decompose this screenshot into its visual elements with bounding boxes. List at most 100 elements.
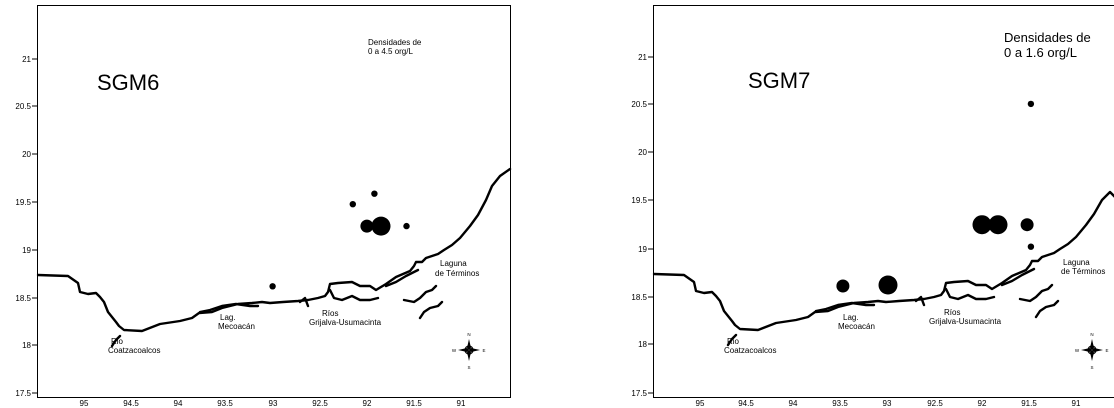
place-label-terminos: Laguna xyxy=(440,259,467,268)
y-tick-label: 19.5 xyxy=(15,198,31,207)
y-tick-label: 19 xyxy=(638,245,647,254)
place-label-grijalva: Grijalva-Usumacinta xyxy=(309,318,382,327)
compass-e: E xyxy=(482,348,485,353)
compass-w: W xyxy=(1075,348,1080,353)
place-label-terminos: de Términos xyxy=(435,269,479,278)
map-frame xyxy=(653,5,1114,398)
x-tick-label: 91.5 xyxy=(406,399,422,408)
y-tick-label: 21 xyxy=(638,53,647,62)
station-marker xyxy=(371,216,391,236)
station-marker xyxy=(878,275,898,295)
map-panel-sgm6: 21 20.5 20 19.5 19 18.5 18 17.5 95 94.5 … xyxy=(15,5,512,408)
map-panel-sgm7: 21 20.5 20 19.5 19 18.5 18 17.5 95 94.5 … xyxy=(631,5,1114,408)
y-tick-label: 18.5 xyxy=(15,294,31,303)
x-tick-label: 94 xyxy=(789,399,798,408)
x-tick-label: 92 xyxy=(978,399,987,408)
compass-south-point xyxy=(467,350,471,361)
compass-north-point xyxy=(1090,339,1094,350)
compass-w: W xyxy=(452,348,457,353)
compass-ring xyxy=(464,345,474,355)
compass-n: N xyxy=(467,332,470,337)
density-label-line1: Densidades de xyxy=(1004,30,1091,45)
map-title: SGM6 xyxy=(97,70,159,95)
density-label-line2: 0 a 4.5 org/L xyxy=(368,47,413,56)
station-marker xyxy=(836,279,850,293)
compass-east-point xyxy=(469,348,480,352)
station-marker xyxy=(988,215,1008,235)
x-tick-label: 95 xyxy=(80,399,89,408)
place-label-mecoacan: Lag. xyxy=(220,313,236,322)
x-tick-label: 92.5 xyxy=(927,399,943,408)
compass-rose-icon: N S E W xyxy=(1075,332,1109,370)
x-tick-label: 92.5 xyxy=(312,399,328,408)
x-tick-label: 93.5 xyxy=(217,399,233,408)
x-tick-label: 91 xyxy=(1072,399,1081,408)
y-tick-label: 20.5 xyxy=(631,100,647,109)
y-tick-label: 18 xyxy=(638,340,647,349)
compass-s: S xyxy=(1090,365,1093,370)
y-tick-label: 20 xyxy=(22,150,31,159)
compass-n: N xyxy=(1090,332,1093,337)
coastline-main xyxy=(652,190,1114,332)
x-tick-label: 93.5 xyxy=(832,399,848,408)
compass-e: E xyxy=(1105,348,1108,353)
y-tick-label: 18 xyxy=(22,341,31,350)
y-tick-label: 21 xyxy=(22,55,31,64)
compass-s: S xyxy=(467,365,470,370)
place-label-coatzacoalcos: Rio xyxy=(111,337,124,346)
place-label-grijalva: Ríos xyxy=(322,309,338,318)
y-tick-label: 17.5 xyxy=(15,389,31,398)
coastline-terminos xyxy=(110,268,444,348)
station-markers xyxy=(269,190,410,290)
coastline-grijalva xyxy=(298,288,380,308)
station-marker xyxy=(360,219,374,233)
coastline-grijalva xyxy=(914,287,996,307)
place-label-grijalva: Ríos xyxy=(944,308,960,317)
x-tick-label: 94 xyxy=(174,399,183,408)
y-tick-label: 19.5 xyxy=(631,196,647,205)
place-label-coatzacoalcos: Coatzacoalcos xyxy=(108,346,160,355)
place-label-mecoacan: Lag. xyxy=(843,313,859,322)
station-marker xyxy=(1027,100,1035,108)
y-tick-label: 18.5 xyxy=(631,293,647,302)
station-marker xyxy=(403,222,410,230)
place-label-terminos: de Términos xyxy=(1061,267,1105,276)
station-marker xyxy=(371,190,378,197)
compass-west-point xyxy=(1081,348,1092,352)
x-axis: 95 94.5 94 93.5 93 92.5 92 91.5 91 xyxy=(696,399,1081,408)
coastline xyxy=(652,190,1114,347)
coastline-lagoon-mecoacan xyxy=(814,301,876,313)
y-tick-label: 20 xyxy=(638,148,647,157)
compass-south-point xyxy=(1090,350,1094,361)
place-label-grijalva: Grijalva-Usumacinta xyxy=(929,317,1002,326)
compass-north-point xyxy=(467,339,471,350)
compass-west-point xyxy=(458,348,469,352)
station-marker xyxy=(1027,243,1035,250)
x-tick-label: 92 xyxy=(363,399,372,408)
place-label-mecoacan: Mecoacán xyxy=(218,322,255,331)
coastline xyxy=(36,167,512,348)
x-tick-label: 91.5 xyxy=(1021,399,1037,408)
y-tick-label: 20.5 xyxy=(15,102,31,111)
compass-rose-icon: N S E W xyxy=(452,332,486,370)
station-marker xyxy=(1020,218,1034,232)
x-tick-label: 94.5 xyxy=(738,399,754,408)
y-axis: 21 20.5 20 19.5 19 18.5 18 17.5 xyxy=(631,53,653,398)
density-label-line1: Densidades de xyxy=(368,38,422,47)
x-tick-label: 93 xyxy=(883,399,892,408)
place-label-mecoacan: Mecoacán xyxy=(838,322,875,331)
coastline-main xyxy=(36,167,512,333)
x-tick-label: 95 xyxy=(696,399,705,408)
coastline-lagoon-mecoacan xyxy=(198,302,260,314)
place-label-coatzacoalcos: Coatzacoalcos xyxy=(724,346,776,355)
station-marker xyxy=(269,283,276,290)
compass-ring xyxy=(1087,345,1097,355)
station-markers xyxy=(836,100,1035,295)
x-tick-label: 91 xyxy=(457,399,466,408)
y-axis: 21 20.5 20 19.5 19 18.5 18 17.5 xyxy=(15,55,37,398)
map-title: SGM7 xyxy=(748,68,810,93)
map-frame xyxy=(37,5,511,398)
density-label-line2: 0 a 1.6 org/L xyxy=(1004,45,1077,60)
station-marker xyxy=(972,215,992,235)
